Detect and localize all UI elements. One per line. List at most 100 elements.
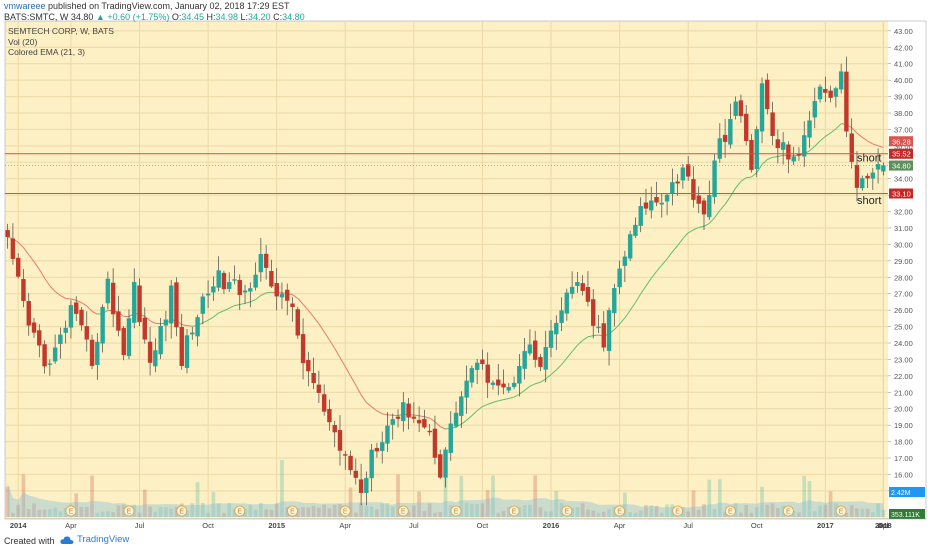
candle-body xyxy=(427,430,432,433)
ema-line-segment xyxy=(708,217,715,224)
candle-body xyxy=(332,425,337,433)
candle-body xyxy=(290,303,295,308)
candle xyxy=(232,265,237,285)
ema-line-segment xyxy=(371,406,378,412)
candle xyxy=(190,326,195,340)
ema-line-segment xyxy=(529,383,536,387)
candle-body xyxy=(791,156,796,162)
ema-line-segment xyxy=(650,271,657,279)
candle-body xyxy=(343,454,348,456)
legend-volume[interactable]: Vol (20) xyxy=(8,36,38,47)
candle xyxy=(685,156,691,182)
volume-bar xyxy=(881,509,886,517)
ema-line-segment xyxy=(23,247,30,255)
volume-bar xyxy=(264,509,268,517)
candle xyxy=(379,431,385,464)
volume-bar xyxy=(375,509,379,517)
ema-line-segment xyxy=(81,302,88,307)
candle-body xyxy=(485,364,490,383)
price-label-text: 35.52 xyxy=(892,150,911,159)
ema-line-segment xyxy=(613,323,620,330)
ema-line-segment xyxy=(350,375,357,386)
ema-line-segment xyxy=(228,305,235,309)
ema-line-segment xyxy=(619,317,626,325)
candle-body xyxy=(828,90,833,98)
candle-body xyxy=(554,322,559,335)
volume-bar xyxy=(464,503,469,517)
candle-body xyxy=(860,178,865,189)
volume-bar xyxy=(844,512,849,517)
earnings-letter: E xyxy=(343,509,348,516)
legend-symbol-name[interactable]: SEMTECH CORP, W, BATS xyxy=(8,26,114,36)
candle-body xyxy=(591,299,596,326)
earnings-marker: E xyxy=(123,505,135,517)
ema-line-segment xyxy=(434,421,441,428)
candle-body xyxy=(701,200,707,215)
candle-body xyxy=(780,142,786,150)
earnings-letter: E xyxy=(401,509,406,516)
candle xyxy=(532,330,538,368)
volume-bar xyxy=(301,507,305,517)
candle-body xyxy=(585,287,591,302)
earnings-letter: E xyxy=(69,509,74,516)
volume-label: 353.111K xyxy=(889,509,925,519)
volume-bar xyxy=(390,506,395,517)
ema-line-segment xyxy=(487,401,494,405)
volume-bar xyxy=(876,503,880,517)
candle xyxy=(854,151,860,202)
earnings-marker: E xyxy=(397,505,409,517)
candle-body xyxy=(881,165,886,172)
volume-bar xyxy=(770,503,775,517)
candle-body xyxy=(759,83,765,132)
earnings-circle xyxy=(65,505,77,517)
volume-bar xyxy=(480,503,485,517)
volume-bar xyxy=(628,512,632,517)
y-tick-label: 40.00 xyxy=(894,76,913,85)
candle xyxy=(406,398,411,430)
ema-line-segment xyxy=(814,140,821,147)
author-link[interactable]: vmwareee xyxy=(4,1,46,11)
candle-body xyxy=(126,318,132,357)
ema-line-segment xyxy=(302,303,309,311)
ema-line-segment xyxy=(761,159,768,165)
candle xyxy=(474,358,480,385)
earnings-circle xyxy=(234,505,246,517)
volume-bar xyxy=(744,505,749,517)
candle-body xyxy=(580,283,585,291)
volume-bar xyxy=(485,490,490,517)
candle xyxy=(184,329,190,374)
candle-body xyxy=(327,409,332,423)
x-tick-label: Oct xyxy=(751,521,764,530)
volume-bar xyxy=(754,507,759,517)
earnings-marker: E xyxy=(508,505,520,517)
ema-line-segment xyxy=(297,298,304,305)
candle-body xyxy=(142,317,148,340)
candle-body xyxy=(263,253,269,268)
ema-line-segment xyxy=(70,298,77,301)
cloud-icon xyxy=(60,535,74,544)
ema-line-segment xyxy=(440,426,446,430)
candle xyxy=(506,382,512,393)
stock-chart[interactable]: 15.0016.0017.0018.0019.0020.0021.0022.00… xyxy=(0,0,932,532)
volume-bar xyxy=(353,512,358,517)
candle xyxy=(691,166,696,208)
ema-line-segment xyxy=(482,403,488,407)
price-axis-background xyxy=(888,21,926,519)
candle xyxy=(517,353,522,397)
chart-header: vmwareee published on TradingView.com, J… xyxy=(4,1,305,23)
tradingview-logo[interactable]: TradingView xyxy=(60,534,129,545)
volume-bar xyxy=(591,510,596,517)
legend-ema[interactable]: Colored EMA (21, 3) xyxy=(8,47,86,57)
candle-body xyxy=(601,323,606,348)
candle-body xyxy=(15,257,21,277)
ema-line-segment xyxy=(877,145,884,149)
volume-bar xyxy=(26,509,31,517)
volume-bar xyxy=(47,509,52,517)
candle-body xyxy=(548,330,554,348)
ema-line-segment xyxy=(471,410,478,416)
volume-label-text: 2.42M xyxy=(891,490,911,497)
volume-bar xyxy=(137,512,142,517)
candle xyxy=(443,447,448,488)
volume-bar xyxy=(16,504,21,517)
volume-bar xyxy=(812,511,817,517)
